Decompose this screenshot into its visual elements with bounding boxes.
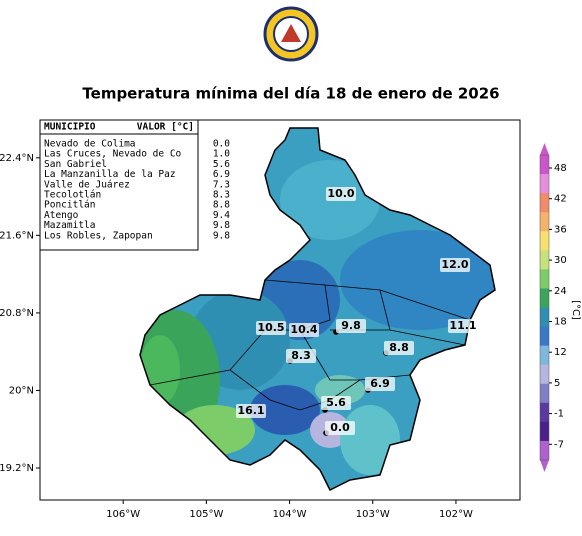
label-bg xyxy=(440,258,470,272)
colorbar-tick-label: 24 xyxy=(554,286,567,297)
valor: 9.8 xyxy=(213,220,230,231)
valor: 1.0 xyxy=(213,149,230,160)
label-bg xyxy=(286,349,316,363)
label-bg xyxy=(256,321,286,335)
map-label: 10.5 xyxy=(257,321,284,334)
table-header: MUNICIPIO xyxy=(44,122,96,133)
map-frame xyxy=(39,119,521,501)
table-header: VALOR [°C] xyxy=(137,122,194,133)
colorbar-label: [°C] xyxy=(570,300,581,320)
municipio: Atengo xyxy=(44,210,79,221)
colorbar-segment xyxy=(540,174,549,194)
colorbar-tick-label: 42 xyxy=(554,194,567,205)
x-tick-label: 106°W xyxy=(106,509,140,520)
x-tick-label: 104°W xyxy=(273,509,307,520)
map-label: 9.8 xyxy=(341,319,361,332)
table-box xyxy=(39,119,199,251)
x-tick-label: 103°W xyxy=(356,509,390,520)
label-bg xyxy=(321,396,351,410)
valor: 8.8 xyxy=(213,200,230,211)
colorbar-segment xyxy=(540,402,549,423)
municipio: Los Robles, Zapopan xyxy=(44,230,153,241)
map-label: 16.1 xyxy=(237,404,264,417)
municipio: Tecolotlán xyxy=(44,190,101,201)
valor: 5.6 xyxy=(213,159,230,170)
colorbar-segment xyxy=(540,231,549,251)
label-bg xyxy=(448,319,478,333)
colorbar-tick-label: 36 xyxy=(554,224,567,235)
municipio: Mazamitla xyxy=(44,220,95,231)
label-bg xyxy=(365,377,395,391)
map-label: 10.0 xyxy=(327,187,354,200)
map-label: 10.4 xyxy=(290,323,317,336)
map-label: 8.3 xyxy=(291,349,311,362)
label-bg xyxy=(289,323,319,337)
colorbar-segment xyxy=(540,269,549,289)
valor: 6.9 xyxy=(213,169,230,180)
map-label: 8.8 xyxy=(389,341,409,354)
x-tick-label: 102°W xyxy=(439,509,473,520)
colorbar-segment xyxy=(540,421,549,442)
municipio: Las Cruces, Nevado de Co xyxy=(44,149,182,160)
valor: 0.0 xyxy=(213,139,230,150)
y-tick-label: 21.6°N xyxy=(0,230,34,241)
y-tick-label: 22.4°N xyxy=(0,153,34,164)
label-bg xyxy=(236,404,266,418)
colorbar-tick-label: 12 xyxy=(554,347,567,358)
colorbar-segment xyxy=(540,364,549,385)
x-tick-label: 105°W xyxy=(189,509,223,520)
municipio: San Gabriel xyxy=(44,159,107,170)
colorbar-cap xyxy=(540,143,549,155)
colorbar-tick-label: -7 xyxy=(554,439,564,450)
colorbar-segment xyxy=(540,440,549,461)
label-bg xyxy=(326,187,356,201)
title: Temperatura mínima del día 18 de enero d… xyxy=(82,85,499,103)
y-tick-label: 20.8°N xyxy=(0,308,34,319)
colorbar-segment xyxy=(540,250,549,270)
municipio: La Manzanilla de la Paz xyxy=(44,169,176,180)
map-label: 11.1 xyxy=(449,319,476,332)
label-bg xyxy=(384,341,414,355)
label-bg xyxy=(336,319,366,333)
valor: 8.3 xyxy=(213,190,230,201)
colorbar-segment xyxy=(540,193,549,213)
colorbar-segment xyxy=(540,212,549,232)
valor: 9.4 xyxy=(213,210,230,221)
colorbar-segment xyxy=(540,383,549,404)
map-label: 5.6 xyxy=(326,396,346,409)
municipio: Valle de Juárez xyxy=(44,179,130,190)
colorbar-cap xyxy=(540,460,549,472)
colorbar-segment xyxy=(540,307,549,328)
colorbar-tick-label: -1 xyxy=(554,409,564,420)
colorbar-segment xyxy=(540,326,549,347)
label-bg xyxy=(325,421,355,435)
map-label: 0.0 xyxy=(330,421,350,434)
logo xyxy=(263,6,319,62)
colorbar-segment xyxy=(540,345,549,366)
valor: 9.8 xyxy=(213,230,230,241)
colorbar-frame xyxy=(539,154,550,461)
valor: 7.3 xyxy=(213,179,230,190)
colorbar-tick-label: 5 xyxy=(554,378,560,389)
colorbar-segment xyxy=(540,155,549,175)
colorbar-segment xyxy=(540,288,549,308)
y-tick-label: 20°N xyxy=(9,385,34,396)
colorbar-tick-label: 48 xyxy=(554,163,567,174)
map-label: 6.9 xyxy=(370,377,390,390)
state-border xyxy=(139,127,496,492)
map-label: 12.0 xyxy=(441,258,468,271)
y-tick-label: 19.2°N xyxy=(0,463,34,474)
colorbar-tick-label: 30 xyxy=(554,255,567,266)
municipio: Poncitlán xyxy=(44,200,95,211)
colorbar-tick-label: 18 xyxy=(554,317,567,328)
municipio: Nevado de Colima xyxy=(44,139,136,150)
